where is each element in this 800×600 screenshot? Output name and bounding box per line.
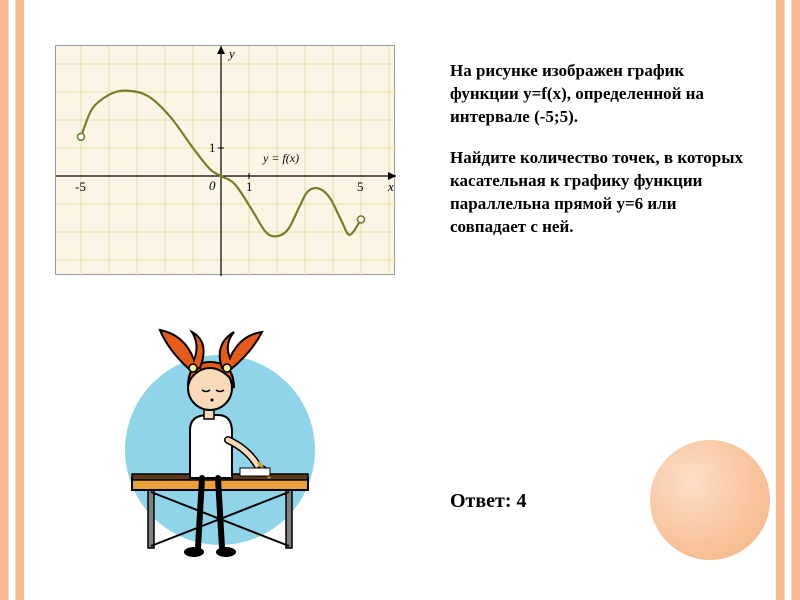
- chart-svg: 0 1 1 -5 5 x y y = f(x): [56, 46, 396, 276]
- svg-text:x: x: [387, 179, 394, 194]
- answer-label: Ответ: 4: [450, 490, 527, 513]
- problem-text: На рисунке изображен график функции y=f(…: [450, 60, 750, 257]
- svg-text:1: 1: [246, 179, 253, 194]
- svg-text:y = f(x): y = f(x): [262, 151, 299, 165]
- svg-text:0: 0: [209, 178, 216, 193]
- svg-text:5: 5: [357, 179, 364, 194]
- accent-circle: [650, 440, 770, 560]
- svg-text:1: 1: [209, 140, 216, 155]
- function-graph: 0 1 1 -5 5 x y y = f(x): [55, 45, 395, 275]
- clipart-svg: [90, 310, 350, 570]
- student-clipart: [90, 310, 350, 570]
- svg-text:-5: -5: [75, 179, 86, 194]
- problem-paragraph-2: Найдите количество точек, в которых каса…: [450, 147, 750, 239]
- right-stripe: [776, 0, 800, 600]
- svg-text:y: y: [227, 46, 235, 61]
- left-stripe: [0, 0, 24, 600]
- problem-paragraph-1: На рисунке изображен график функции y=f(…: [450, 60, 750, 129]
